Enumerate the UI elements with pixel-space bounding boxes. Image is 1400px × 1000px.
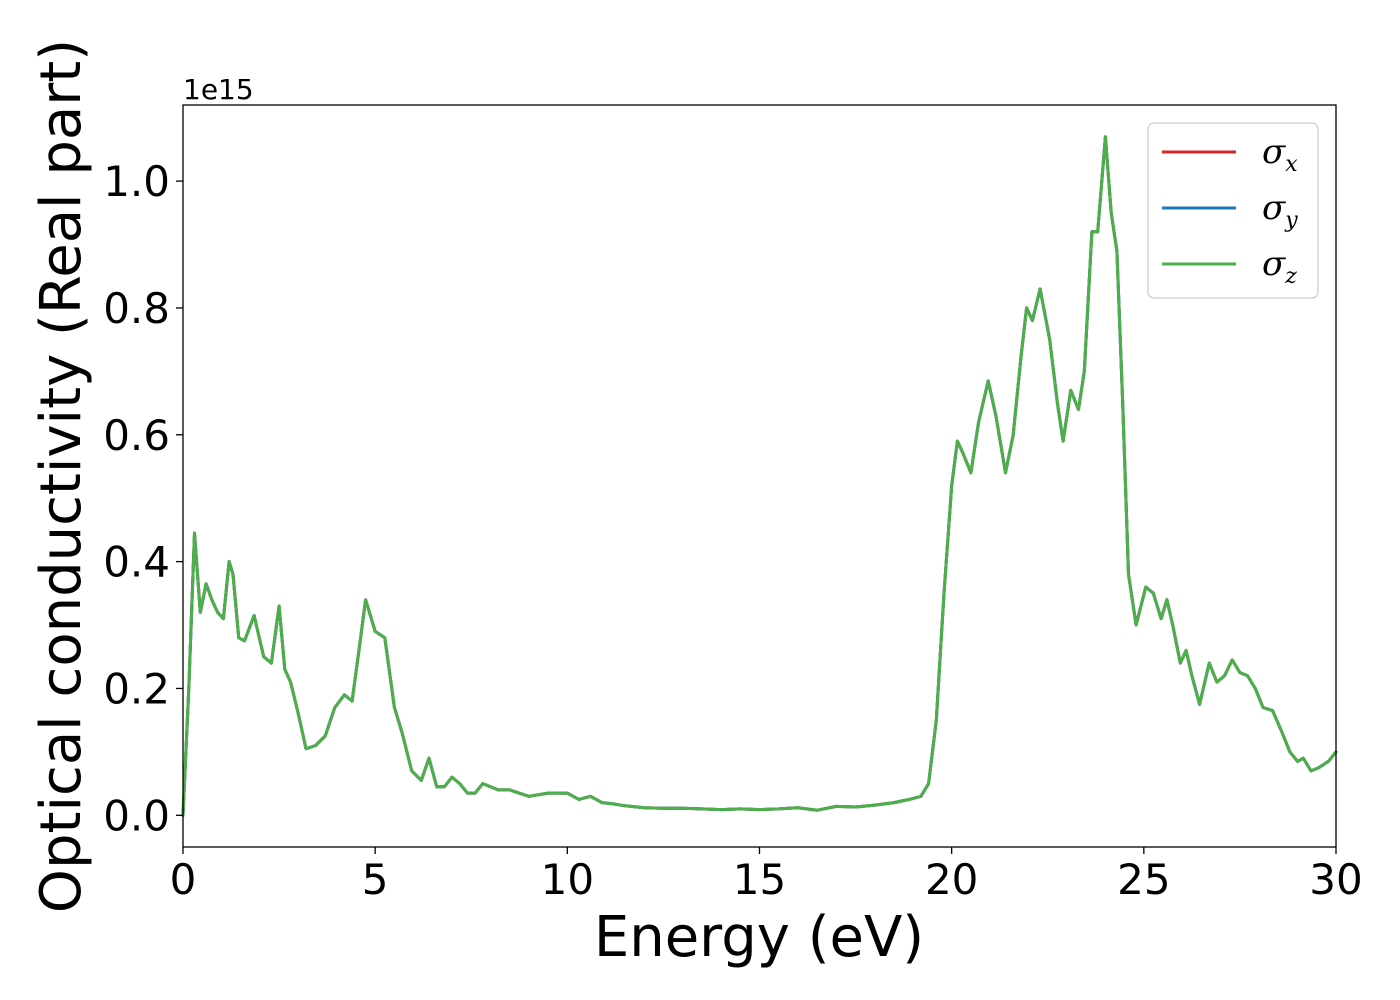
- x-tick-label: 10: [541, 855, 594, 904]
- plot-area: [183, 105, 1336, 847]
- x-tick-label: 5: [362, 855, 389, 904]
- y-axis-label: Optical conductivity (Real part): [29, 39, 94, 913]
- x-tick-label: 30: [1309, 855, 1362, 904]
- x-tick-label: 15: [733, 855, 786, 904]
- y-tick-label: 0.4: [103, 538, 170, 587]
- x-tick-label: 0: [170, 855, 197, 904]
- y-tick-label: 0.8: [103, 284, 170, 333]
- legend-box: [1147, 122, 1319, 299]
- y-tick-label: 0.0: [103, 791, 170, 840]
- y-axis: 0.0 0.2 0.4 0.6 0.8 1.0: [103, 157, 183, 840]
- series-layer: [181, 135, 1338, 817]
- x-axis-label: Energy (eV): [594, 905, 924, 970]
- y-tick-label: 1.0: [103, 157, 170, 206]
- y-offset-label: 1e15: [183, 73, 254, 106]
- x-tick-label: 20: [925, 855, 978, 904]
- y-tick-label: 0.6: [103, 411, 170, 460]
- y-tick-label: 0.2: [103, 664, 170, 713]
- x-axis: 0 5 10 15 20 25 30: [170, 847, 1363, 904]
- series-line-z: [181, 135, 1338, 817]
- x-tick-label: 25: [1117, 855, 1170, 904]
